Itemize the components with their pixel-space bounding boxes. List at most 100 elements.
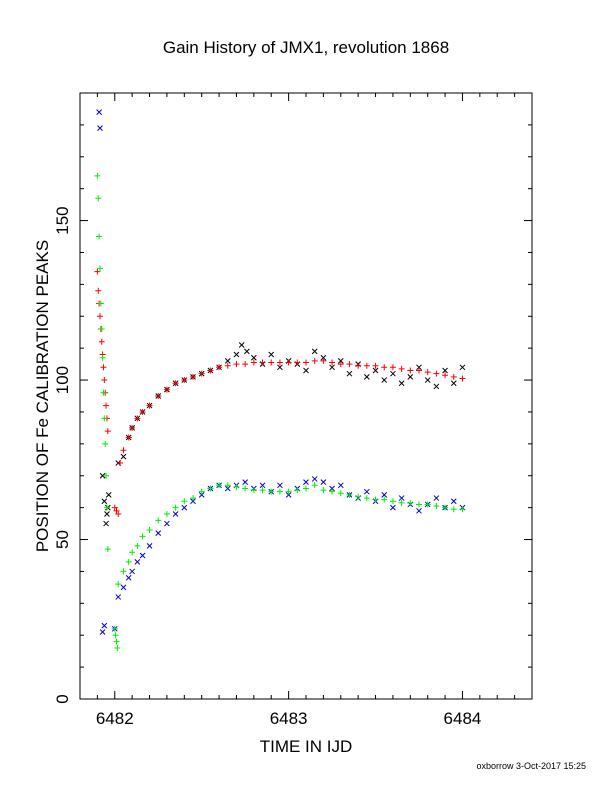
data-point <box>450 380 457 387</box>
data-point <box>116 459 123 466</box>
data-point <box>103 472 110 479</box>
axis-ticks <box>79 92 533 700</box>
data-point <box>416 507 422 514</box>
footer-stamp: oxborrow 3-Oct-2017 15:25 <box>476 761 586 771</box>
y-tick-label: 50 <box>53 530 72 549</box>
data-point <box>363 488 370 495</box>
data-point <box>285 492 292 498</box>
data-point <box>155 530 162 537</box>
data-point <box>442 372 449 379</box>
data-point <box>97 125 103 131</box>
data-point <box>224 358 231 364</box>
data-point <box>129 549 136 556</box>
data-point <box>114 644 121 651</box>
data-point <box>329 364 335 371</box>
x-tick-label: 6484 <box>444 709 482 728</box>
data-point <box>329 485 335 492</box>
data-point <box>233 351 240 358</box>
data-point <box>276 359 283 366</box>
data-point <box>120 568 127 575</box>
data-point <box>320 487 327 494</box>
data-point <box>311 357 318 364</box>
data-point <box>459 375 466 382</box>
data-point <box>407 374 414 380</box>
data-point <box>120 453 127 460</box>
data-point <box>390 504 396 511</box>
data-point <box>98 326 105 333</box>
data-point <box>398 365 405 372</box>
data-point <box>101 377 108 384</box>
data-point <box>139 533 146 540</box>
data-point <box>416 501 422 508</box>
data-point <box>120 447 127 454</box>
data-point <box>450 373 457 380</box>
data-point <box>111 504 118 511</box>
data-point <box>134 415 141 422</box>
data-point <box>99 472 106 479</box>
y-tick-label: 100 <box>53 366 72 394</box>
data-point <box>303 479 309 485</box>
data-point <box>163 386 170 393</box>
data-point <box>94 172 101 179</box>
series-2 <box>96 109 466 635</box>
data-point <box>125 434 132 441</box>
data-point <box>120 584 127 591</box>
data-point <box>129 424 136 431</box>
data-point <box>268 359 275 366</box>
data-point <box>381 496 388 503</box>
data-point <box>190 495 196 502</box>
data-point <box>311 476 318 482</box>
data-point <box>346 370 353 377</box>
data-point <box>250 354 257 361</box>
data-point <box>198 488 205 495</box>
data-point <box>320 354 327 361</box>
data-point <box>268 351 275 358</box>
data-point <box>125 574 132 581</box>
data-point <box>146 526 153 533</box>
data-point <box>433 495 440 501</box>
data-point <box>134 558 141 565</box>
data-point <box>442 504 449 511</box>
data-point <box>115 594 122 600</box>
data-point <box>381 364 388 371</box>
data-point <box>113 507 120 514</box>
data-point <box>433 370 440 377</box>
data-point <box>424 369 431 376</box>
data-point <box>355 493 362 500</box>
data-point <box>311 482 318 489</box>
data-points <box>94 109 466 651</box>
data-point <box>329 359 336 366</box>
data-point <box>433 383 440 390</box>
data-point <box>207 485 214 492</box>
data-point <box>398 495 405 501</box>
data-point <box>97 300 104 307</box>
data-point <box>216 482 223 489</box>
data-point <box>303 367 309 374</box>
data-point <box>277 364 283 371</box>
data-point <box>146 402 153 409</box>
data-point <box>103 402 110 409</box>
data-point <box>294 487 301 494</box>
data-point <box>259 359 266 366</box>
data-point <box>129 568 136 575</box>
data-point <box>372 367 379 374</box>
data-point <box>172 380 179 387</box>
data-point <box>450 506 457 513</box>
data-point <box>442 367 448 374</box>
data-point <box>163 511 170 518</box>
data-point <box>139 552 146 559</box>
data-point <box>233 483 240 490</box>
data-point <box>104 428 111 435</box>
data-point <box>372 362 379 369</box>
data-point <box>103 520 109 527</box>
data-point <box>96 265 103 272</box>
data-point <box>96 109 102 115</box>
data-point <box>277 482 283 489</box>
data-point <box>381 492 388 498</box>
data-point <box>459 364 466 371</box>
data-point <box>99 354 106 361</box>
data-point <box>390 370 396 377</box>
data-point <box>337 482 344 489</box>
